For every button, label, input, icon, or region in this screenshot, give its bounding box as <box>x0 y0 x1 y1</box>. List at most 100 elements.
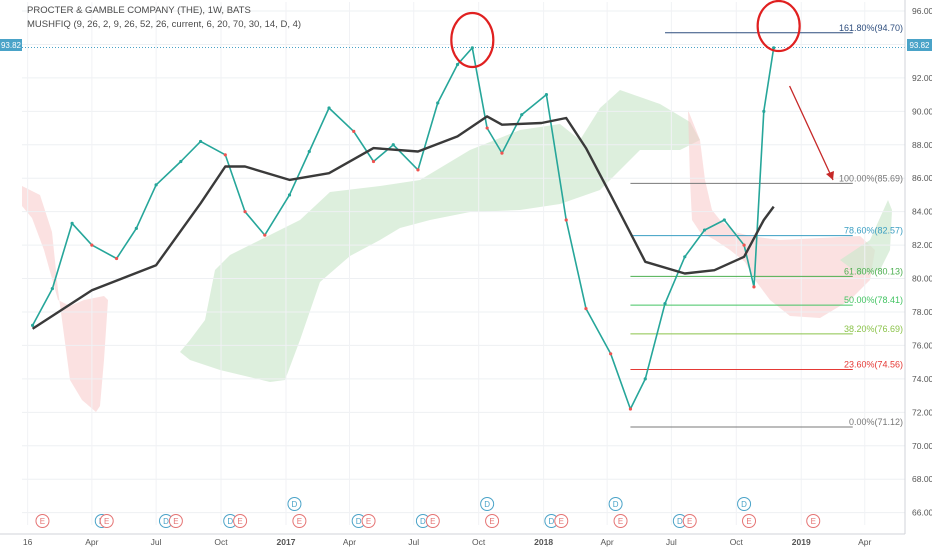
x-tick-label: Oct <box>472 537 486 547</box>
y-tick-label: 96.00 <box>912 6 932 16</box>
last-price-badge-right: 93.82 <box>907 39 932 51</box>
fib-level-label: 0.00%(71.12) <box>849 417 903 427</box>
earnings-badge <box>613 514 628 528</box>
y-tick-label: 78.00 <box>912 307 932 317</box>
y-tick-label: 68.00 <box>912 474 932 484</box>
x-tick-label: Jul <box>151 537 162 547</box>
earnings-badge-label: E <box>297 517 302 526</box>
close-point <box>327 106 331 110</box>
dividend-badge-label: D <box>356 517 362 526</box>
y-tick-label: 70.00 <box>912 441 932 451</box>
moving-average-line <box>31 115 775 330</box>
x-tick-label: Apr <box>858 537 871 547</box>
close-point <box>643 377 647 381</box>
event-badges: EDEDEDEDEDEDEDEDEDEDEDEE <box>35 497 821 528</box>
close-point <box>520 113 524 117</box>
y-tick-label: 80.00 <box>912 274 932 284</box>
close-point <box>114 256 119 261</box>
close-point <box>742 243 746 247</box>
earnings-badge <box>682 514 697 528</box>
last-price-badge-left: 93.82 <box>0 39 22 51</box>
earnings-badge-label: E <box>746 517 751 526</box>
bullish-cloud-2019 <box>840 200 892 275</box>
dividend-badge-label: D <box>677 517 683 526</box>
close-point <box>243 210 247 214</box>
dividend-badge-label: D <box>420 517 426 526</box>
annotations <box>450 0 835 181</box>
close-point <box>752 285 756 289</box>
y-tick-label: 74.00 <box>912 374 932 384</box>
earnings-badge-label: E <box>430 517 435 526</box>
projection-arrow-head <box>826 171 835 180</box>
close-point <box>416 168 420 172</box>
fib-level-label: 50.00%(78.41) <box>844 295 903 305</box>
close-point <box>485 126 489 130</box>
close-point <box>663 302 667 306</box>
bullish-cloud-2017 <box>180 90 700 382</box>
x-tick-label: Apr <box>601 537 614 547</box>
earnings-badge-label: E <box>237 517 242 526</box>
dividend-badge-label: D <box>484 500 490 509</box>
close-point <box>287 193 292 197</box>
earnings-badge-label: E <box>811 517 816 526</box>
bearish-cloud-early <box>22 186 108 412</box>
dividend-badge-label: D <box>227 517 233 526</box>
close-point <box>70 221 74 225</box>
fibonacci-levels: 161.80%(94.70) 100.00%(85.69) 78.60%(82.57… <box>630 23 903 428</box>
earnings-badge <box>233 514 248 528</box>
y-tick-label: 82.00 <box>912 240 932 250</box>
close-point <box>223 153 227 157</box>
series-layer <box>30 46 776 411</box>
close-point <box>307 149 311 154</box>
x-tick-label: Jul <box>666 537 677 547</box>
close-point <box>544 93 549 97</box>
earnings-badge <box>742 514 757 528</box>
x-tick-label: 2018 <box>534 537 553 547</box>
close-point <box>455 62 460 67</box>
x-tick-label: 2017 <box>277 537 296 547</box>
dividend-badge-label: D <box>613 500 619 509</box>
earnings-badge <box>168 514 183 528</box>
close-point <box>470 46 474 50</box>
projection-arrow-shaft <box>789 85 834 181</box>
close-point <box>90 243 94 247</box>
y-tick-label: 90.00 <box>912 106 932 116</box>
close-point <box>628 407 633 411</box>
close-point <box>134 226 138 230</box>
close-point <box>500 151 504 155</box>
y-tick-label: 84.00 <box>912 207 932 217</box>
close-point <box>702 228 707 232</box>
close-point <box>179 159 183 164</box>
earnings-badge <box>292 514 307 528</box>
close-point <box>683 255 687 259</box>
x-tick-label: Oct <box>730 537 744 547</box>
y-tick-label: 76.00 <box>912 340 932 350</box>
x-tick-label: 2019 <box>792 537 811 547</box>
earnings-badge <box>485 514 500 528</box>
y-tick-label: 72.00 <box>912 407 932 417</box>
earnings-badge <box>35 514 50 528</box>
fib-level-label: 78.60%(82.57) <box>844 226 903 236</box>
x-tick-label: Jul <box>408 537 419 547</box>
x-tick-label: Apr <box>85 537 98 547</box>
fib-level-label: 38.20%(76.69) <box>844 324 903 334</box>
dividend-badge <box>737 497 752 511</box>
y-tick-label: 88.00 <box>912 140 932 150</box>
dividend-badge-label: D <box>741 500 747 509</box>
dividend-badge <box>608 497 623 511</box>
highlight-ellipse-2017-top <box>450 11 495 69</box>
earnings-badge-label: E <box>366 517 371 526</box>
dividend-badge <box>480 497 495 511</box>
close-point <box>352 129 356 134</box>
dividend-badge-label: D <box>548 517 554 526</box>
dividend-badge-label: D <box>163 517 169 526</box>
dividend-badge-label: D <box>292 500 298 509</box>
y-tick-label: 92.00 <box>912 73 932 83</box>
earnings-badge-label: E <box>559 517 564 526</box>
earnings-badge <box>806 514 821 528</box>
highlight-ellipse-2018-top <box>756 0 801 53</box>
study-label: MUSHFIQ (9, 26, 2, 9, 26, 52, 26, curren… <box>27 19 301 30</box>
